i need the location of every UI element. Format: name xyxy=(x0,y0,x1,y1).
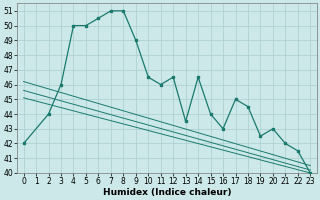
X-axis label: Humidex (Indice chaleur): Humidex (Indice chaleur) xyxy=(103,188,231,197)
